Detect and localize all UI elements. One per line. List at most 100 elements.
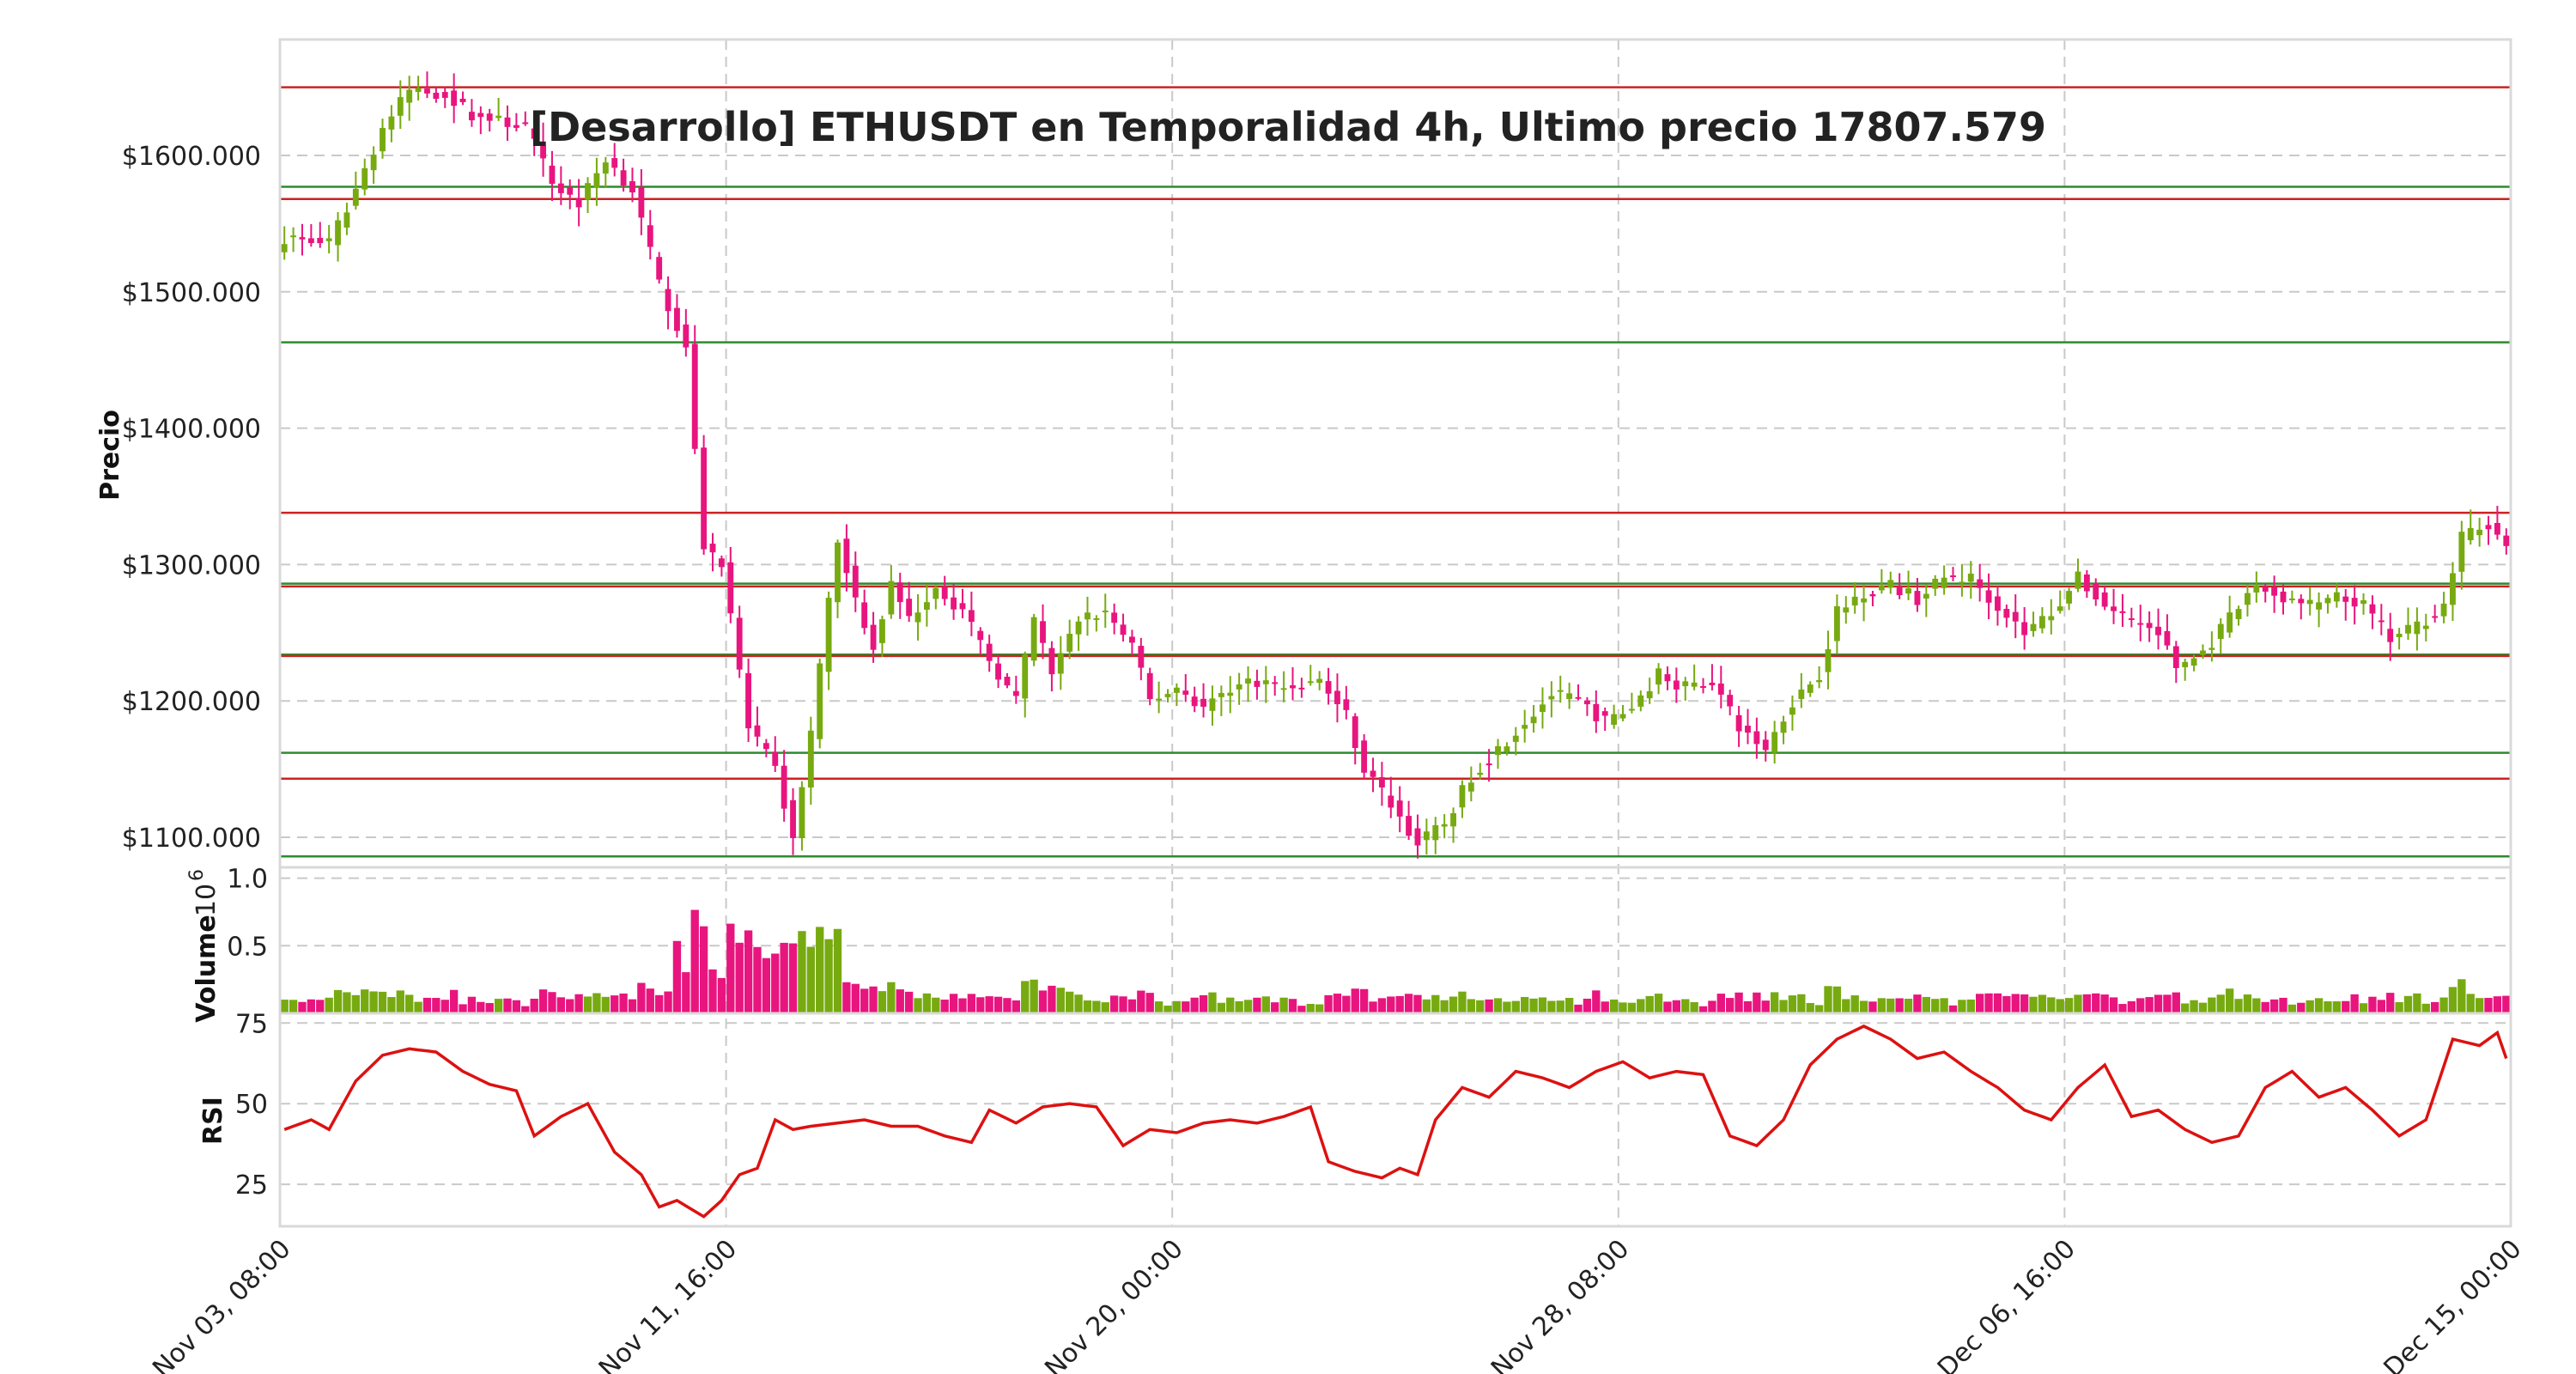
volume-bar	[1413, 994, 1422, 1013]
candle-body	[1129, 636, 1135, 643]
candle-body	[2038, 616, 2045, 629]
candle-body	[843, 538, 850, 574]
candle-body	[1227, 692, 1234, 696]
volume-bar	[1243, 1000, 1253, 1013]
volume-bar	[1966, 999, 1975, 1013]
candle-body	[2119, 611, 2126, 613]
candle-body	[1477, 772, 1484, 775]
volume-bar	[1824, 986, 1832, 1013]
volume-bar	[690, 909, 699, 1013]
candle-body	[2146, 623, 2153, 629]
candle-body	[2324, 598, 2331, 604]
volume-scale-exponent: 6	[186, 869, 208, 881]
candle-body	[459, 98, 466, 102]
x-tick-label: Dec 06, 16:00	[1932, 1234, 2081, 1374]
volume-bar	[1663, 1001, 1672, 1013]
candle-body	[2075, 571, 2081, 589]
candle-body	[1637, 695, 1644, 707]
candle-body	[736, 617, 743, 670]
volume-bar	[548, 992, 556, 1013]
volume-bar	[2216, 994, 2225, 1013]
volume-bar	[2368, 996, 2377, 1013]
volume-bar	[1449, 996, 1458, 1013]
volume-bar	[2403, 995, 2413, 1013]
candle-body	[1022, 654, 1029, 699]
candle-body	[1361, 740, 1368, 773]
volume-bar	[628, 999, 637, 1013]
volume-bar	[2314, 998, 2324, 1013]
volume-bar	[2324, 1001, 2332, 1013]
candle-body	[2351, 598, 2358, 607]
candle-body	[1004, 677, 1011, 686]
volume-bar	[485, 1003, 494, 1013]
volume-bar	[1529, 998, 1538, 1013]
volume-bar	[396, 990, 404, 1013]
volume-bar	[2109, 997, 2118, 1013]
volume-bar	[1119, 996, 1127, 1013]
volume-bar	[1030, 979, 1038, 1013]
volume-bars	[280, 909, 2511, 1013]
volume-bar	[2448, 987, 2458, 1013]
volume-bar	[2011, 994, 2020, 1013]
candle-body	[2360, 600, 2366, 605]
volume-bar	[1940, 998, 1948, 1013]
volume-bar	[664, 991, 672, 1013]
volume-bar	[2092, 993, 2100, 1013]
volume-bar	[566, 999, 574, 1013]
candle-body	[2288, 598, 2295, 600]
volume-bar	[1458, 991, 1467, 1013]
volume-bar	[1315, 1004, 1324, 1013]
candle-body	[620, 170, 627, 186]
candle-body	[1611, 714, 1618, 725]
volume-bar	[699, 926, 708, 1013]
volume-bar	[1101, 1002, 1109, 1013]
candle-body	[2306, 599, 2313, 605]
candle-body	[683, 324, 690, 348]
candle-body	[896, 582, 903, 603]
volume-bar	[592, 993, 601, 1013]
volume-bar	[2127, 1000, 2136, 1013]
candle-body	[1200, 698, 1207, 707]
volume-bar	[932, 997, 940, 1013]
volume-bar	[1208, 992, 1217, 1013]
volume-bar	[985, 996, 993, 1013]
volume-bar	[914, 998, 922, 1013]
volume-scale-label: 10 6	[186, 869, 222, 916]
volume-bar	[1743, 1000, 1753, 1013]
price-tick-label: $1100.000	[122, 824, 261, 854]
candle-body	[1075, 621, 1082, 635]
candle-body	[933, 587, 939, 599]
rsi-panel-frame	[278, 1012, 2512, 1228]
volume-panel-frame	[278, 866, 2512, 1015]
volume-bar	[1592, 990, 1601, 1013]
candle-body	[495, 115, 502, 119]
candle-body	[531, 128, 538, 139]
candle-body	[299, 237, 306, 240]
volume-bar	[2395, 1001, 2403, 1013]
candle-body	[504, 117, 511, 127]
candle-body	[1807, 684, 1814, 693]
volume-bar	[735, 942, 744, 1013]
volume-bar	[2118, 1004, 2127, 1013]
candle-body	[861, 602, 868, 629]
volume-bar	[1948, 1005, 1958, 1013]
volume-bar	[1083, 1000, 1092, 1013]
candle-body	[870, 624, 877, 650]
volume-bar	[967, 994, 976, 1013]
volume-bar	[316, 1000, 325, 1013]
candle-body	[335, 220, 341, 246]
candle-body	[1343, 699, 1350, 710]
volume-bar	[1493, 998, 1503, 1013]
candle-body	[691, 344, 698, 449]
candle-body	[397, 97, 404, 116]
candle-body	[1656, 668, 1662, 685]
volume-bar	[2243, 994, 2252, 1013]
candle-body	[602, 162, 609, 174]
candle-body	[852, 565, 859, 598]
volume-bar	[1904, 998, 1913, 1013]
volume-bar	[378, 991, 387, 1013]
volume-bar	[1993, 993, 2002, 1013]
volume-bar	[1467, 999, 1476, 1013]
volume-bar	[717, 977, 726, 1013]
candle-body	[727, 562, 734, 614]
